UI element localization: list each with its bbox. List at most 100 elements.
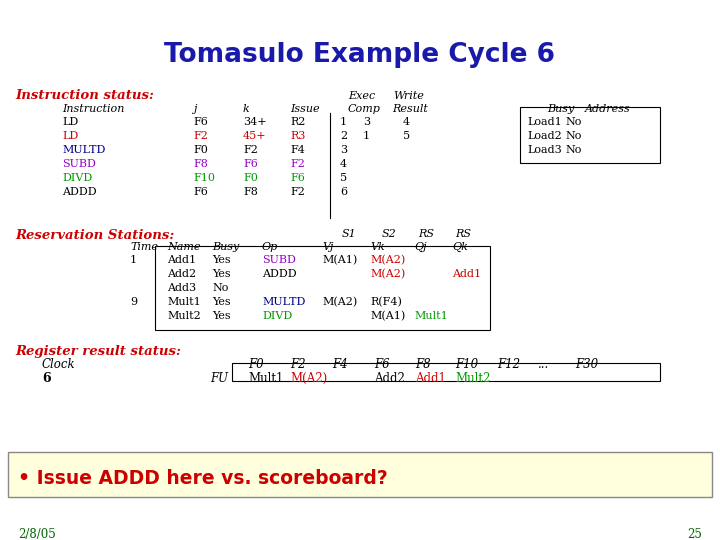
Text: M(A2): M(A2) <box>290 372 328 385</box>
Text: R(F4): R(F4) <box>370 297 402 307</box>
Text: j: j <box>193 104 197 114</box>
Text: M(A1): M(A1) <box>322 255 357 265</box>
Text: Yes: Yes <box>212 255 230 265</box>
Text: 9: 9 <box>130 297 137 307</box>
Text: 1: 1 <box>340 117 347 127</box>
Text: F12: F12 <box>497 358 520 371</box>
Text: LD: LD <box>62 131 78 141</box>
Text: F30: F30 <box>575 358 598 371</box>
Text: F2: F2 <box>290 187 305 197</box>
Text: RS: RS <box>418 229 434 239</box>
Text: F10: F10 <box>455 358 478 371</box>
Text: Op: Op <box>262 242 278 252</box>
Text: Load2: Load2 <box>527 131 562 141</box>
Text: F4: F4 <box>290 145 305 155</box>
Text: Vk: Vk <box>370 242 384 252</box>
Text: Add1: Add1 <box>167 255 196 265</box>
Text: 4: 4 <box>403 117 410 127</box>
Text: 3: 3 <box>340 145 347 155</box>
Text: ADDD: ADDD <box>62 187 96 197</box>
Text: Add2: Add2 <box>167 269 196 279</box>
Text: Vj: Vj <box>322 242 333 252</box>
Text: Yes: Yes <box>212 311 230 321</box>
Text: 5: 5 <box>340 173 347 183</box>
Text: k: k <box>243 104 250 114</box>
Text: 45+: 45+ <box>243 131 266 141</box>
Text: Add2: Add2 <box>374 372 405 385</box>
Text: LD: LD <box>62 117 78 127</box>
Text: F6: F6 <box>374 358 390 371</box>
Text: Tomasulo Example Cycle 6: Tomasulo Example Cycle 6 <box>164 42 556 68</box>
Text: No: No <box>565 145 581 155</box>
Text: F2: F2 <box>290 159 305 169</box>
Text: • Issue ADDD here vs. scoreboard?: • Issue ADDD here vs. scoreboard? <box>18 469 388 488</box>
Text: Instruction: Instruction <box>62 104 125 114</box>
Text: F0: F0 <box>243 173 258 183</box>
Text: DIVD: DIVD <box>62 173 92 183</box>
Text: M(A2): M(A2) <box>322 297 357 307</box>
Text: R2: R2 <box>290 117 305 127</box>
Text: FU: FU <box>210 372 228 385</box>
Text: F0: F0 <box>193 145 208 155</box>
Text: Reservation Stations:: Reservation Stations: <box>15 229 174 242</box>
Text: F2: F2 <box>243 145 258 155</box>
Text: Yes: Yes <box>212 269 230 279</box>
Text: F6: F6 <box>290 173 305 183</box>
Text: Time: Time <box>130 242 158 252</box>
Text: Result: Result <box>392 104 428 114</box>
Text: ADDD: ADDD <box>262 269 297 279</box>
Text: Mult1: Mult1 <box>167 297 201 307</box>
Text: Mult1: Mult1 <box>248 372 284 385</box>
Text: F10: F10 <box>193 173 215 183</box>
Text: 1: 1 <box>130 255 137 265</box>
Text: Comp: Comp <box>348 104 381 114</box>
Text: Add1: Add1 <box>452 269 481 279</box>
Text: Mult2: Mult2 <box>455 372 490 385</box>
Text: F8: F8 <box>243 187 258 197</box>
Text: 6: 6 <box>340 187 347 197</box>
Text: Write: Write <box>393 91 424 101</box>
Text: Clock: Clock <box>42 358 76 371</box>
Text: Yes: Yes <box>212 297 230 307</box>
Text: F2: F2 <box>193 131 208 141</box>
Text: Register result status:: Register result status: <box>15 345 181 358</box>
Text: 25: 25 <box>687 528 702 540</box>
Text: 34+: 34+ <box>243 117 266 127</box>
Text: 5: 5 <box>403 131 410 141</box>
Text: 2: 2 <box>340 131 347 141</box>
Text: Busy: Busy <box>212 242 239 252</box>
Text: F2: F2 <box>290 358 305 371</box>
Text: MULTD: MULTD <box>62 145 105 155</box>
Text: No: No <box>212 283 228 293</box>
Text: Load1: Load1 <box>527 117 562 127</box>
Text: F8: F8 <box>193 159 208 169</box>
Text: Address: Address <box>585 104 631 114</box>
Text: Mult2: Mult2 <box>167 311 201 321</box>
Text: Qk: Qk <box>452 242 468 252</box>
Text: No: No <box>565 117 581 127</box>
Text: SUBD: SUBD <box>262 255 296 265</box>
Text: R3: R3 <box>290 131 305 141</box>
Text: ...: ... <box>538 358 549 371</box>
Text: RS: RS <box>455 229 471 239</box>
Text: SUBD: SUBD <box>62 159 96 169</box>
Text: F6: F6 <box>193 117 208 127</box>
Text: 4: 4 <box>340 159 347 169</box>
Text: Exec: Exec <box>348 91 375 101</box>
Text: F8: F8 <box>415 358 431 371</box>
Text: 6: 6 <box>42 372 50 385</box>
Text: F0: F0 <box>248 358 264 371</box>
Text: M(A1): M(A1) <box>370 311 405 321</box>
Text: Name: Name <box>167 242 200 252</box>
Text: 3: 3 <box>363 117 370 127</box>
Text: Add1: Add1 <box>415 372 446 385</box>
Text: MULTD: MULTD <box>262 297 305 307</box>
Text: Issue: Issue <box>290 104 320 114</box>
Text: Instruction status:: Instruction status: <box>15 89 154 102</box>
Text: S2: S2 <box>382 229 397 239</box>
Text: Busy: Busy <box>547 104 575 114</box>
Text: No: No <box>565 131 581 141</box>
Text: 1: 1 <box>363 131 370 141</box>
Text: Load3: Load3 <box>527 145 562 155</box>
Text: S1: S1 <box>342 229 356 239</box>
